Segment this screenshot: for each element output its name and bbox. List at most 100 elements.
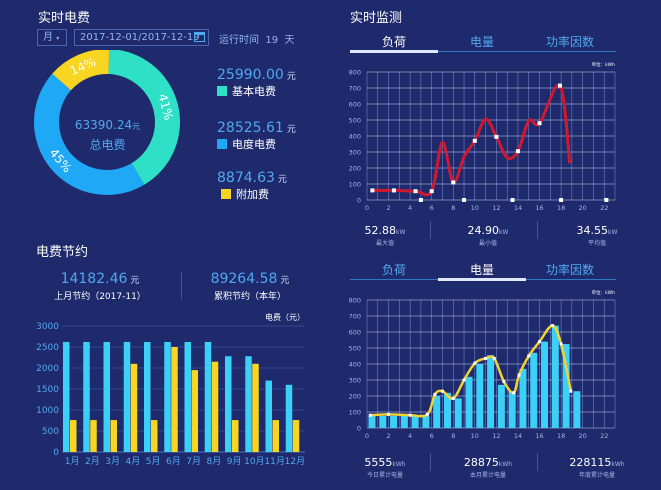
x-tick-label: 8 [451,432,455,440]
y-tick-label: 100 [349,181,361,189]
stat-divider [430,453,431,471]
stat-label: 本月累计电量 [469,472,506,479]
bar [83,341,90,452]
monitor-tabs-top: 负荷 电量 功率因数 [350,31,616,53]
x-tick-label: 14 [514,204,522,212]
x-tick-label: 2 [386,432,390,440]
period-select[interactable]: 月 ▾ [37,29,67,46]
bar [191,370,198,452]
cost-legend: 25990.00 元基本电费 28525.61 元电度电费 8874.63 元附加费 [217,64,296,202]
data-point [429,189,434,194]
bar [252,363,259,452]
zero-marker [559,198,564,202]
bar [285,384,293,452]
x-tick-label: 1月 [65,456,80,467]
total-unit: 元 [132,122,141,131]
cumulative-value: 89264.58 [210,271,278,287]
y-tick-label: 2500 [36,343,59,353]
zero-marker [462,198,467,202]
tab-load[interactable]: 负荷 [381,263,406,277]
cost-title: 实时电费 [38,11,91,26]
month-energy-stat: 28875kWh 本月累计电量 [443,451,533,479]
bar [573,391,581,428]
data-point [472,138,477,143]
bar [225,356,232,452]
bar [232,420,239,452]
tab-energy[interactable]: 电量 [469,263,494,277]
data-point [515,149,520,154]
data-point [370,188,375,193]
y-tick-label: 2000 [36,364,59,374]
x-tick-label: 2 [386,204,390,212]
data-point [527,354,531,358]
basic-label: 基本电费 [232,85,276,98]
data-point [433,392,437,396]
x-tick-label: 12月 [285,456,305,467]
y-tick-label: 0 [357,425,361,433]
active-tab-indicator [350,50,438,53]
bar [265,380,272,452]
stat-value: 24.90 [467,224,500,237]
data-point [440,389,444,393]
date-range-input[interactable]: 2017-12-01/2017-12-19 [74,29,209,46]
bar [443,392,451,428]
stat-unit: kWh [498,461,513,468]
y-tick-label: 1000 [36,406,59,416]
tab-energy[interactable]: 电量 [469,35,494,49]
x-tick-label: 11月 [264,456,284,467]
donut-segment [52,50,110,91]
year-energy-stat: 228115kWh 年度累计电量 [552,451,642,479]
tab-load[interactable]: 负荷 [381,35,406,49]
x-tick-label: 16 [535,204,543,212]
surcharge-label: 附加费 [236,188,269,201]
savings-title: 电费节约 [36,245,89,260]
x-tick-label: 16 [535,432,543,440]
bar [103,341,110,452]
data-point [550,324,554,328]
bar [497,384,505,428]
stat-unit: kWh [611,461,625,468]
bar [123,341,131,452]
data-point [558,83,563,88]
x-tick-label: 18 [557,432,565,440]
x-tick-label: 0 [365,204,369,212]
stat-value: 52.88 [364,224,397,237]
y-tick-label: 800 [349,297,361,305]
bar [390,416,398,428]
bar [292,420,300,452]
x-tick-label: 6 [430,432,434,440]
y-tick-label: 700 [349,85,361,93]
total-value: 63390.24 [74,118,133,132]
bar [476,364,484,428]
stat-divider [430,221,431,239]
y-tick-label: 500 [349,345,361,353]
y-tick-label: 300 [349,377,361,385]
stat-label: 今日累计电量 [366,472,403,479]
x-tick-label: 4 [408,432,412,440]
stat-divider [537,453,538,471]
bar [541,341,549,428]
y-tick-label: 500 [349,117,361,125]
y-tick-label: 800 [349,69,361,77]
bar [272,420,279,452]
bar [63,341,70,452]
data-point [559,342,563,346]
bar [519,368,527,428]
monthly-cost-bar-chart: 0 500 1000 1500 2000 2500 3000 1月 2月 3月 4月 5月 6月 7月 8月… [36,312,305,467]
donut-segment [33,73,145,196]
bar [245,356,252,452]
bar [130,363,138,452]
calendar-icon[interactable] [194,32,205,42]
tab-power-factor[interactable]: 功率因数 [545,263,594,277]
x-tick-label: 6月 [166,456,181,467]
active-tab-indicator [438,278,526,281]
segment-percent-label: 41% [155,92,175,121]
x-tick-label: 3月 [105,456,120,467]
x-tick-label: 8 [451,204,455,212]
basic-value: 25990.00 [217,67,284,83]
bar [379,416,387,428]
x-tick-label: 10 [471,432,479,440]
tab-power-factor[interactable]: 功率因数 [545,35,594,49]
x-tick-label: 22 [600,204,608,212]
x-tick-label: 9月 [227,456,242,467]
